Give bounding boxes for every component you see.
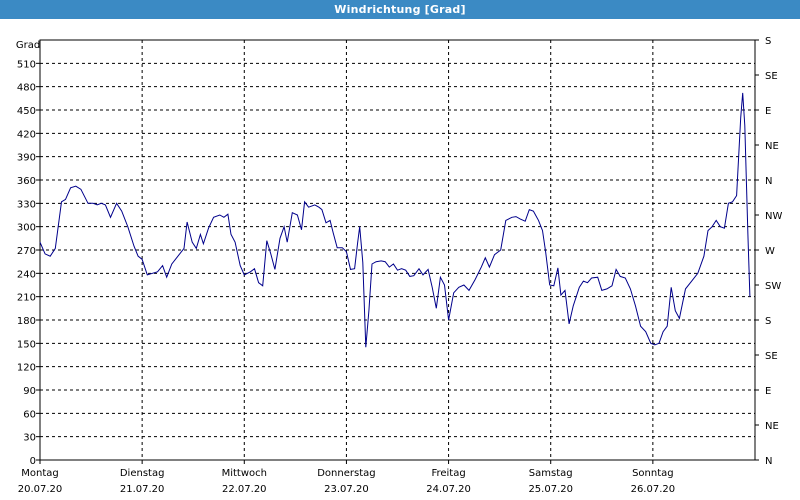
y-tick-label: 120 [17, 363, 36, 374]
x-axis: Montag 20.07.20 Dienstag 21.07.20 Mittwoch 22… [18, 460, 675, 495]
y2-tick-label: W [765, 246, 775, 257]
y2-tick-label: NE [765, 141, 779, 152]
x-tick-date: 20.07.20 [18, 484, 63, 495]
x-tick-day: Montag [21, 468, 58, 479]
y-tick-label: 210 [17, 293, 36, 304]
y-tick-label: 330 [17, 199, 36, 210]
y-axis-label: Grad [16, 40, 40, 51]
y2-tick-label: NW [765, 211, 782, 222]
y-tick-label: 240 [17, 269, 36, 280]
y-tick-label: 480 [17, 83, 36, 94]
y2-tick-label: NE [765, 421, 779, 432]
y-axis-left: 0 30 60 90 120 150 180 210 240 270 300 330 360 390 420… [17, 59, 40, 467]
y2-tick-label: S [765, 316, 771, 327]
x-tick-date: 26.07.20 [631, 484, 676, 495]
y-tick-label: 30 [23, 433, 36, 444]
y-tick-label: 180 [17, 316, 36, 327]
y2-tick-label: S [765, 36, 771, 47]
y2-tick-label: E [765, 386, 771, 397]
y-tick-label: 270 [17, 246, 36, 257]
chart-title: Windrichtung [Grad] [0, 0, 800, 19]
y-tick-label: 300 [17, 223, 36, 234]
y-tick-label: 420 [17, 129, 36, 140]
y-tick-label: 450 [17, 106, 36, 117]
y2-tick-label: N [765, 176, 772, 187]
x-tick-day: Dienstag [120, 468, 165, 479]
y-tick-label: 360 [17, 176, 36, 187]
x-tick-date: 24.07.20 [426, 484, 471, 495]
x-tick-day: Samstag [529, 468, 573, 479]
y-tick-label: 0 [30, 456, 36, 467]
grid [40, 40, 755, 460]
series-line [39, 92, 751, 348]
y-tick-label: 150 [17, 339, 36, 350]
y-tick-label: 390 [17, 153, 36, 164]
y-tick-label: 60 [23, 409, 36, 420]
y2-tick-label: SE [765, 351, 778, 362]
y-tick-label: 510 [17, 59, 36, 70]
x-tick-date: 25.07.20 [528, 484, 573, 495]
x-tick-day: Freitag [431, 468, 465, 479]
x-tick-date: 21.07.20 [120, 484, 165, 495]
y-axis-right: N NE E SE S SW W NW N NE E SE S [755, 36, 782, 467]
y2-tick-label: SE [765, 71, 778, 82]
y2-tick-label: E [765, 106, 771, 117]
x-tick-day: Mittwoch [222, 468, 267, 479]
x-tick-day: Donnerstag [317, 468, 375, 479]
x-tick-date: 22.07.20 [222, 484, 267, 495]
x-tick-day: Sonntag [632, 468, 674, 479]
y2-tick-label: N [765, 456, 772, 467]
y2-tick-label: SW [765, 281, 781, 292]
y-tick-label: 90 [23, 386, 36, 397]
x-tick-date: 23.07.20 [324, 484, 369, 495]
